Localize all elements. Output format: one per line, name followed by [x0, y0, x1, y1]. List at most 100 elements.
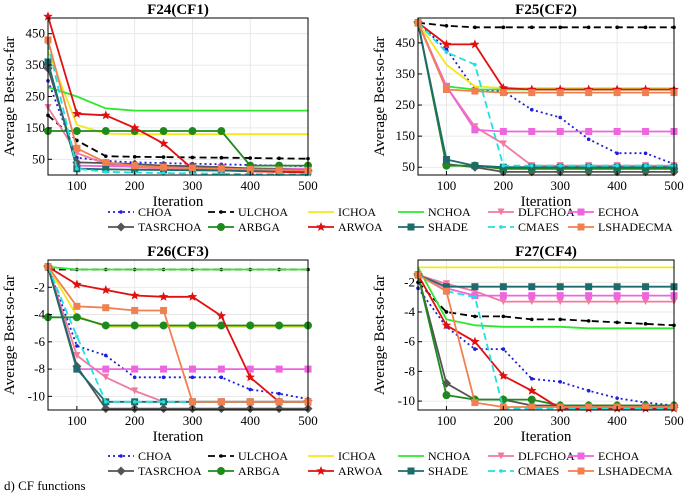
data-point — [188, 398, 196, 406]
data-point — [642, 403, 650, 411]
series-line-ARBGA — [48, 130, 308, 167]
x-tick-label: 300 — [550, 178, 570, 193]
series-line-LSHADECMA — [47, 39, 309, 172]
data-point — [217, 165, 225, 173]
data-point — [473, 314, 477, 319]
data-point — [444, 50, 449, 54]
x-axis-label: Iteration — [521, 429, 572, 445]
chart-title: F25(CF2) — [515, 2, 577, 18]
data-point — [248, 156, 253, 160]
x-tick-label: 300 — [183, 413, 203, 428]
series-line-ARWOA — [417, 21, 674, 91]
legend-marker — [577, 467, 585, 475]
legend-marker — [219, 454, 223, 458]
legend-marker — [119, 454, 123, 458]
x-tick-label: 200 — [125, 413, 145, 428]
data-point — [498, 370, 509, 380]
data-point — [585, 403, 593, 411]
series-line-NCHOA — [417, 266, 674, 330]
data-point — [73, 302, 81, 310]
data-point — [473, 347, 477, 351]
data-point — [72, 279, 82, 289]
legend-label: LSHADECMA — [598, 220, 673, 234]
data-point — [129, 290, 140, 300]
data-point — [615, 163, 619, 168]
data-point — [558, 379, 563, 384]
data-point — [613, 298, 621, 306]
y-tick-label: -6 — [404, 334, 415, 349]
legend-marker — [577, 452, 585, 460]
legend-1: CHOA ULCHOA ICHOA NCHOA DLFCHOA ECHOA TASRCHOA… — [108, 205, 673, 234]
data-point — [160, 306, 168, 314]
data-point — [132, 375, 137, 380]
legend-label: ARBGA — [238, 220, 280, 234]
data-point — [643, 163, 648, 168]
data-point — [529, 317, 534, 322]
data-point — [275, 321, 284, 330]
legend-marker — [217, 223, 225, 231]
data-point — [73, 144, 81, 152]
y-tick-label: 50 — [32, 151, 45, 166]
series-LSHADECMA — [44, 263, 312, 406]
legend-label: ECHOA — [598, 205, 640, 219]
data-point — [642, 292, 650, 300]
legend-label: SHADE — [428, 464, 468, 478]
data-point — [643, 151, 648, 156]
x-tick-label: 300 — [183, 178, 203, 193]
data-point — [72, 313, 81, 322]
data-point — [613, 127, 621, 135]
data-point — [558, 115, 563, 120]
legend-marker — [577, 208, 585, 216]
data-point — [615, 320, 619, 325]
data-point — [190, 375, 195, 380]
legend-label: CHOA — [138, 205, 172, 219]
legend-marker — [497, 208, 505, 216]
data-point — [586, 25, 591, 30]
series-line-ARWOA — [47, 266, 308, 403]
data-point — [131, 306, 139, 314]
data-point — [72, 127, 81, 136]
data-point — [101, 404, 111, 414]
series-line-CMAES — [47, 42, 309, 176]
data-point — [499, 89, 507, 97]
data-point — [103, 170, 108, 174]
data-point — [499, 283, 507, 291]
data-point — [586, 137, 591, 142]
legend-label: CMAES — [518, 220, 559, 234]
x-axis-label: Iteration — [153, 194, 204, 210]
plot-area — [418, 18, 674, 175]
series-line-ARWOA — [417, 274, 674, 410]
data-point — [190, 155, 195, 160]
legend-item-ULCHOA: ULCHOA — [208, 205, 288, 219]
data-point — [558, 163, 563, 168]
series-line-LSHADECMA — [417, 274, 674, 408]
data-point — [444, 47, 449, 51]
data-point — [160, 365, 168, 373]
data-point — [277, 156, 281, 161]
data-point — [159, 321, 168, 330]
x-axis-label: Iteration — [153, 429, 204, 445]
y-tick-label: -4 — [34, 307, 45, 322]
data-point — [529, 107, 534, 112]
series-line-ARBGA — [417, 274, 674, 407]
panel-3: 100 200 300 400 500 -2 -4 -6 -8 -10 F26(CF3) Iterat… — [2, 244, 318, 445]
data-point — [473, 62, 477, 67]
panel-1: 100 200 300 400 500 50 150 250 350 450 F24(CF1) Ite… — [2, 2, 318, 210]
legend-label: ULCHOA — [238, 449, 288, 463]
legend-marker — [116, 222, 126, 232]
x-tick-label: 500 — [664, 413, 684, 428]
legend-item-ARBGA: ARBGA — [208, 220, 280, 234]
data-point — [556, 89, 564, 97]
series-line-ARBGA — [417, 22, 674, 170]
data-point — [132, 400, 137, 404]
legend-item-ARWOA: ARWOA — [308, 220, 383, 234]
plot-area — [418, 260, 674, 410]
legend-item-SHADE: SHADE — [398, 464, 468, 478]
x-axis-label: Iteration — [521, 194, 572, 210]
data-point — [473, 295, 477, 299]
chart-title: F27(CF4) — [515, 244, 577, 260]
series-line-SHADE — [417, 274, 674, 288]
data-point — [246, 365, 254, 373]
y-tick-label: -10 — [398, 393, 415, 408]
